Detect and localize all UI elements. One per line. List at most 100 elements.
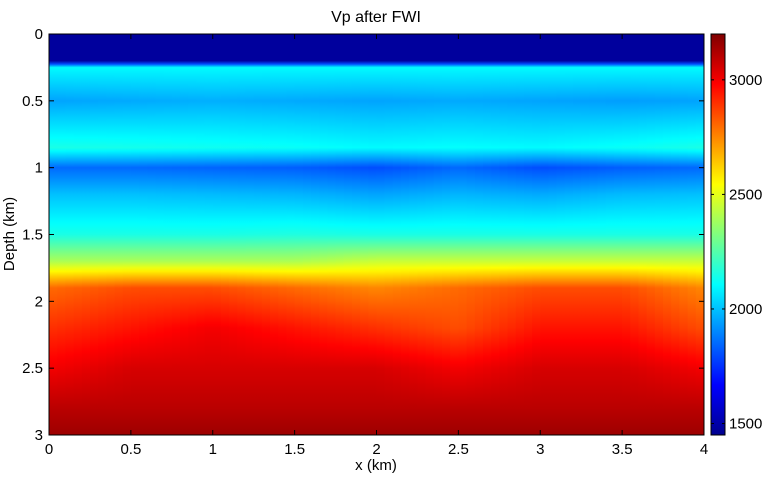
heatmap-column [597, 34, 607, 435]
heatmap-column [515, 34, 525, 435]
heatmap-column [482, 34, 492, 435]
heatmap-column [368, 34, 378, 435]
colorbar-tick-label: 2500 [729, 186, 762, 203]
heatmap-column [343, 34, 353, 435]
heatmap-column [204, 34, 214, 435]
y-tick-label: 1.5 [22, 227, 43, 244]
heatmap-column [654, 34, 664, 435]
y-tick-label: 3 [35, 427, 43, 444]
heatmap-column [671, 34, 681, 435]
heatmap-column [98, 34, 107, 435]
colorbar [710, 33, 726, 436]
x-axis-label: x (km) [355, 457, 397, 474]
heatmap-column [564, 34, 574, 435]
x-tick-label: 0.5 [120, 441, 141, 458]
heatmap-column [130, 34, 140, 435]
heatmap-column [81, 34, 91, 435]
chart-title: Vp after FWI [331, 9, 421, 26]
heatmap-column [376, 34, 386, 435]
heatmap-column [646, 34, 656, 435]
heatmap-column [523, 34, 533, 435]
velocity-heatmap [49, 34, 704, 435]
heatmap-column [245, 34, 255, 435]
heatmap-column [433, 34, 443, 435]
heatmap-column [540, 34, 550, 435]
heatmap-column [122, 34, 132, 435]
x-tick-label: 2.5 [448, 441, 469, 458]
heatmap-column [401, 34, 410, 435]
colorbar-tick-label: 3000 [729, 72, 762, 89]
heatmap-column [196, 34, 206, 435]
heatmap-column [491, 34, 500, 435]
y-axis-label: Depth (km) [1, 197, 18, 271]
heatmap-column [278, 34, 288, 435]
x-tick-label: 3 [536, 441, 544, 458]
heatmap-column [663, 34, 672, 435]
heatmap-column [327, 34, 337, 435]
heatmap-column [581, 34, 590, 435]
heatmap-column [261, 34, 271, 435]
heatmap-column [65, 34, 75, 435]
heatmap-column [294, 34, 304, 435]
y-tick-label: 2.5 [22, 360, 43, 377]
y-tick-label: 0 [35, 26, 43, 43]
y-tick-label: 0.5 [22, 93, 43, 110]
colorbar-tick-label: 1500 [729, 416, 762, 433]
y-tick-label: 2 [35, 293, 43, 310]
heatmap-column [57, 34, 66, 435]
y-axis: 0 0.5 1 1.5 2 2.5 3 [22, 26, 704, 444]
heatmap-column [319, 34, 328, 435]
heatmap-column [147, 34, 157, 435]
heatmap-column [171, 34, 181, 435]
heatmap-column [384, 34, 394, 435]
heatmap-column [106, 34, 116, 435]
heatmap-column [556, 34, 566, 435]
x-tick-label: 1 [209, 441, 217, 458]
heatmap-column [253, 34, 263, 435]
heatmap-column [474, 34, 484, 435]
heatmap-column [499, 34, 509, 435]
heatmap-column [311, 34, 320, 435]
heatmap-column [507, 34, 517, 435]
colorbar-tick-label: 2000 [729, 301, 762, 318]
heatmap-column [335, 34, 345, 435]
heatmap-column [638, 34, 648, 435]
heatmap-column [630, 34, 640, 435]
heatmap-column [237, 34, 247, 435]
heatmap-column [180, 34, 189, 435]
heatmap-column [188, 34, 197, 435]
heatmap-column [622, 34, 631, 435]
heatmap-column [360, 34, 369, 435]
heatmap-column [351, 34, 361, 435]
heatmap-column [442, 34, 451, 435]
heatmap-column [466, 34, 476, 435]
heatmap-column [220, 34, 230, 435]
heatmap-column [286, 34, 296, 435]
heatmap-column [229, 34, 238, 435]
heatmap-column [417, 34, 427, 435]
heatmap-column [532, 34, 541, 435]
heatmap-column [613, 34, 623, 435]
heatmap-column [73, 34, 83, 435]
heatmap-column [409, 34, 419, 435]
colorbar-ticks: 1500 2000 2500 3000 [711, 72, 762, 433]
heatmap-column [589, 34, 599, 435]
heatmap-column [212, 34, 222, 435]
heatmap-column [139, 34, 148, 435]
heatmap-column [425, 34, 435, 435]
x-tick-label: 4 [700, 441, 708, 458]
x-tick-label: 1.5 [284, 441, 305, 458]
heatmap-column [450, 34, 459, 435]
heatmap-column [392, 34, 402, 435]
heatmap-column [270, 34, 279, 435]
heatmap-column [114, 34, 124, 435]
heatmap-column [573, 34, 582, 435]
x-axis: 0 0.5 1 1.5 2 2.5 3 3.5 4 [45, 34, 708, 458]
heatmap-column [302, 34, 312, 435]
heatmap-column [155, 34, 165, 435]
x-tick-label: 0 [45, 441, 53, 458]
x-tick-label: 3.5 [612, 441, 633, 458]
x-tick-label: 2 [372, 441, 380, 458]
heatmap-column [687, 34, 697, 435]
